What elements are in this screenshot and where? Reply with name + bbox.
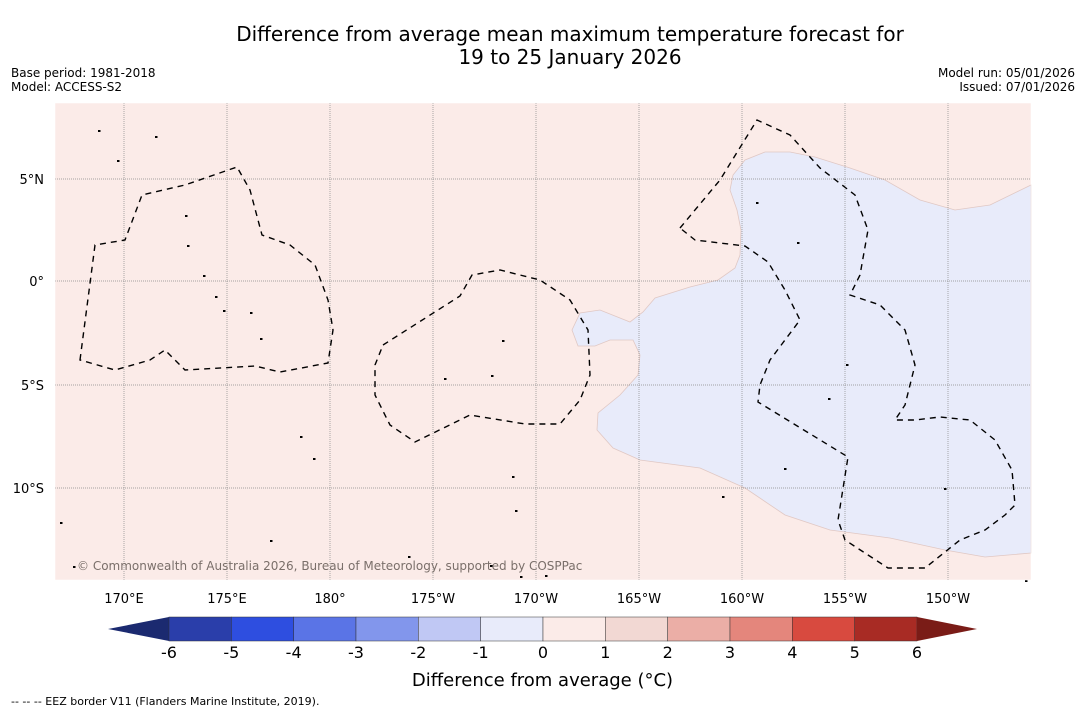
- x-tick-label: 170°W: [514, 592, 558, 607]
- title-line-2: 19 to 25 January 2026: [458, 45, 682, 69]
- title-line-1: Difference from average mean maximum tem…: [236, 22, 904, 46]
- island: [203, 275, 206, 277]
- y-tick-label: 5°S: [21, 379, 44, 394]
- colorbar-segment: [355, 616, 419, 642]
- island: [1025, 580, 1028, 582]
- island: [944, 488, 947, 490]
- colorbar-tick-label: -1: [472, 643, 489, 662]
- colorbar-tick-label: 2: [662, 643, 673, 662]
- island: [260, 338, 263, 340]
- region-cool: [571, 151, 1032, 558]
- colorbar-tick-label: -5: [223, 643, 240, 662]
- island: [797, 242, 800, 244]
- island: [117, 160, 120, 162]
- island: [756, 202, 759, 204]
- island: [185, 215, 188, 217]
- eez-border-kiribati-gilbert: [79, 166, 334, 373]
- copyright-watermark: © Commonwealth of Australia 2026, Bureau…: [77, 559, 583, 573]
- colorbar-segment: [854, 616, 918, 642]
- colorbar-segment: [293, 616, 357, 642]
- colorbar-tick-label: -4: [285, 643, 302, 662]
- x-tick-label: 155°W: [823, 592, 867, 607]
- island: [444, 378, 447, 380]
- model-name: Model: ACCESS-S2: [11, 80, 123, 94]
- colorbar-segment: [729, 616, 793, 642]
- island: [215, 296, 218, 298]
- x-tick-label: 150°W: [926, 592, 970, 607]
- island: [408, 556, 411, 558]
- island: [60, 522, 63, 524]
- colorbar-segment: [792, 616, 855, 642]
- island: [300, 436, 303, 438]
- y-tick-label: 10°S: [13, 482, 44, 497]
- gridlines: [55, 103, 1031, 580]
- x-tick-label: 180°: [314, 592, 345, 607]
- colorbar: [108, 616, 977, 642]
- x-tick-label: 175°E: [207, 592, 247, 607]
- eez-border-phoenix: [374, 269, 591, 443]
- eez-borders: [79, 119, 1016, 569]
- island: [270, 540, 273, 542]
- island: [313, 458, 316, 460]
- colorbar-segment: [667, 616, 731, 642]
- island: [187, 245, 190, 247]
- colorbar-segment: [542, 616, 606, 642]
- island: [545, 575, 548, 577]
- colorbar-segment: [231, 616, 294, 642]
- x-tick-label: 165°W: [617, 592, 661, 607]
- x-tick-label: 170°E: [104, 592, 144, 607]
- island: [491, 375, 494, 377]
- colorbar-tick-label: 6: [911, 643, 923, 662]
- island: [846, 364, 849, 366]
- island: [98, 130, 101, 132]
- colorbar-extend-low: [108, 617, 169, 641]
- island: [520, 576, 523, 578]
- island: [828, 398, 831, 400]
- colorbar-segment: [168, 616, 232, 642]
- island: [490, 565, 493, 567]
- island: [73, 566, 76, 568]
- colorbar-extend-high: [917, 617, 977, 641]
- colorbar-tick-label: 4: [787, 643, 798, 662]
- island: [784, 468, 787, 470]
- colorbar-tick-label: 0: [537, 643, 549, 662]
- x-tick-label: 160°W: [720, 592, 764, 607]
- y-tick-label: 5°N: [20, 173, 45, 188]
- islands: [60, 130, 1028, 582]
- base-period: Base period: 1981-2018: [11, 66, 156, 80]
- eez-border-line-islands: [679, 119, 1016, 569]
- island: [512, 476, 515, 478]
- colorbar-segment: [418, 616, 481, 642]
- x-tick-label: 175°W: [411, 592, 455, 607]
- colorbar-tick-label: -3: [348, 643, 364, 662]
- colorbar-segment: [605, 616, 668, 642]
- island: [250, 312, 253, 314]
- colorbar-tick-label: -6: [161, 643, 177, 662]
- colorbar-tick-label: -2: [410, 643, 427, 662]
- colorbar-segment: [480, 616, 544, 642]
- island: [155, 136, 158, 138]
- island: [515, 510, 518, 512]
- model-run: Model run: 05/01/2026: [937, 66, 1075, 80]
- colorbar-label: Difference from average (°C): [411, 670, 674, 691]
- eez-legend-note: -- -- -- EEZ border V11 (Flanders Marine…: [11, 695, 320, 708]
- island: [223, 310, 226, 312]
- island: [722, 496, 725, 498]
- colorbar-tick-label: 3: [724, 643, 736, 662]
- issued-date: Issued: 07/01/2026: [959, 80, 1075, 94]
- island: [502, 340, 505, 342]
- y-tick-label: 0°: [29, 275, 44, 290]
- colorbar-tick-label: 1: [600, 643, 611, 662]
- colorbar-tick-label: 5: [849, 643, 860, 662]
